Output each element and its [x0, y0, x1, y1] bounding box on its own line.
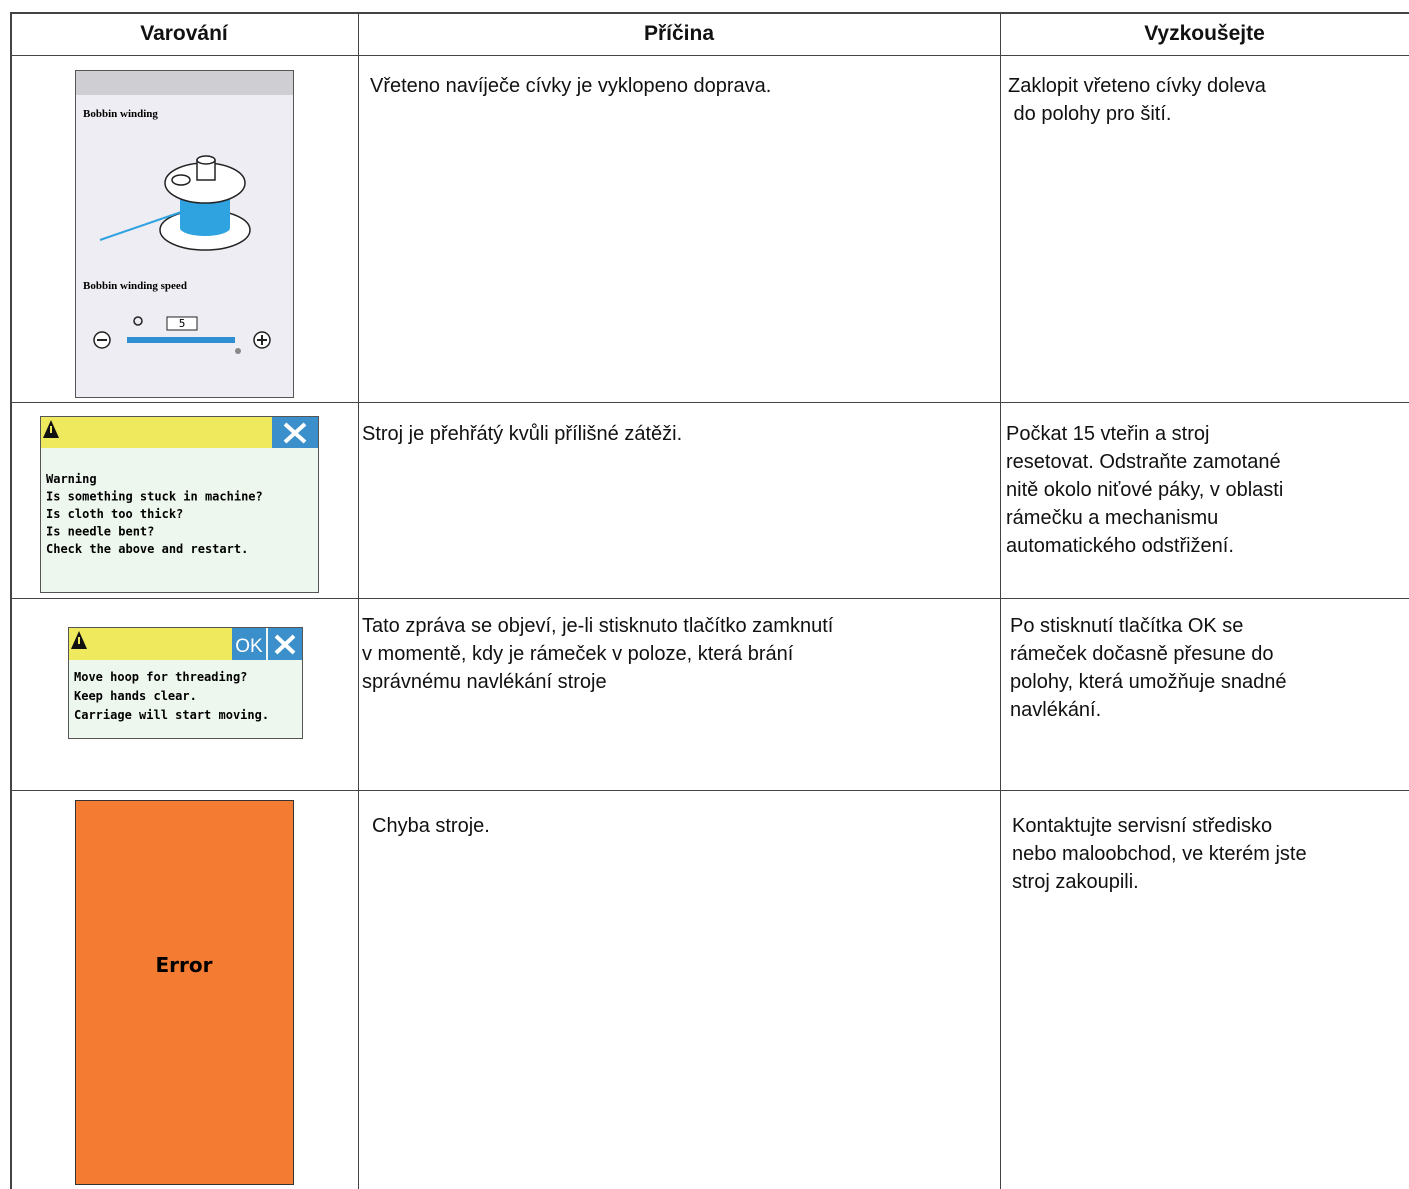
cause-cell: Tato zpráva se objeví, je-li stisknuto t…: [362, 612, 833, 696]
try-cell: Po stisknutí tlačítka OK se rámeček dočas…: [1010, 612, 1286, 724]
try-cell: Zaklopit vřeteno cívky doleva do polohy …: [1008, 72, 1266, 128]
rule: [358, 12, 359, 1189]
screen-line: Keep hands clear.: [74, 689, 197, 703]
header-cell: Varování: [140, 22, 228, 45]
text-line: nebo maloobchod, ve kterém jste: [1012, 843, 1307, 865]
threading-screen: OK Move hoop for threading? Keep hands cl…: [68, 627, 303, 739]
ok-button: OK: [235, 636, 263, 657]
cause-cell: Chyba stroje.: [372, 812, 490, 840]
text-line: rámeček dočasně přesune do: [1010, 643, 1274, 665]
screen-label: Bobbin winding speed: [83, 280, 187, 292]
text-line: Chyba stroje.: [372, 815, 490, 837]
text-line: nitě okolo niťové páky, v oblasti: [1006, 479, 1284, 501]
try-cell: Kontaktujte servisní středisko nebo maloo…: [1012, 812, 1307, 896]
text-line: Počkat 15 vteřin a stroj: [1006, 423, 1210, 445]
text-line: rámečku a mechanismu: [1006, 507, 1219, 529]
error-screen: Error: [75, 800, 294, 1185]
screen-value: 5: [179, 317, 186, 330]
rule: [10, 790, 1409, 791]
screen-line: Carriage will start moving.: [74, 708, 269, 722]
screen-line: Move hoop for threading?: [74, 670, 247, 684]
screen-line: Is needle bent?: [46, 525, 154, 539]
rule: [10, 12, 12, 1189]
text-line: automatického odstřižení.: [1006, 535, 1234, 557]
text-line: Tato zpráva se objeví, je-li stisknuto t…: [362, 615, 834, 637]
text-line: Stroj je přehřátý kvůli přílišné zátěži.: [362, 423, 683, 445]
rule: [1000, 12, 1001, 1189]
text-line: polohy, která umožňuje snadné: [1010, 671, 1287, 693]
rule: [10, 12, 1409, 14]
text-line: Zaklopit vřeteno cívky doleva: [1008, 75, 1266, 97]
bobbin-screen: Bobbin winding Bobbin winding speed 5: [75, 70, 294, 398]
rule: [10, 598, 1409, 599]
text-line: Vřeteno navíječe cívky je vyklopeno dopr…: [370, 75, 772, 97]
rule: [10, 402, 1409, 403]
header-cell: Příčina: [643, 22, 715, 45]
screen-line: Is cloth too thick?: [46, 507, 183, 521]
screen-line: Check the above and restart.: [46, 542, 248, 556]
warning-screen: Warning Is something stuck in machine? Is …: [40, 416, 319, 593]
text-line: Po stisknutí tlačítka OK se: [1010, 615, 1244, 637]
error-text: Error: [156, 953, 213, 977]
text-line: navlékání.: [1010, 699, 1102, 721]
screen-title: Bobbin winding: [83, 108, 158, 120]
text-line: resetovat. Odstraňte zamotané: [1006, 451, 1281, 473]
screen-line: Warning: [46, 472, 97, 486]
try-cell: Počkat 15 vteřin a stroj resetovat. Odstr…: [1006, 420, 1283, 560]
text-line: Kontaktujte servisní středisko: [1012, 815, 1273, 837]
header-cell: Vyzkoušejte: [1144, 22, 1265, 45]
cause-cell: Stroj je přehřátý kvůli přílišné zátěži.: [362, 420, 682, 448]
text-line: v momentě, kdy je rámeček v poloze, kter…: [362, 643, 794, 665]
screen-line: Is something stuck in machine?: [46, 490, 263, 504]
text-line: do polohy pro šití.: [1008, 103, 1172, 125]
text-line: stroj zakoupili.: [1012, 871, 1139, 893]
rule: [10, 55, 1409, 56]
text-line: správnému navlékání stroje: [362, 671, 607, 693]
cause-cell: Vřeteno navíječe cívky je vyklopeno dopr…: [370, 72, 771, 100]
